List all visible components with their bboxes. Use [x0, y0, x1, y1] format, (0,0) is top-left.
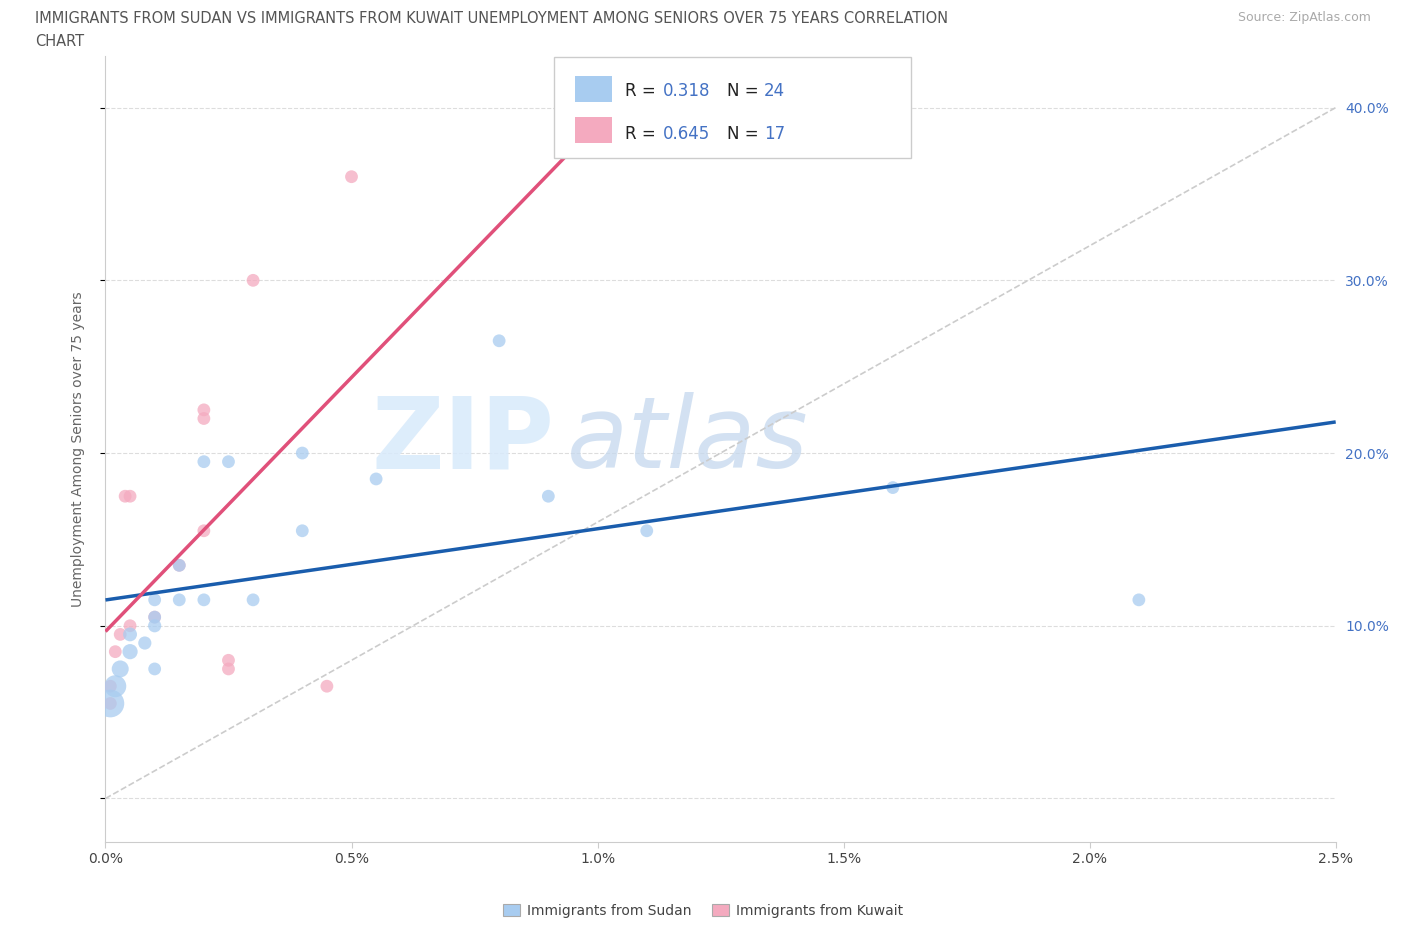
Text: 24: 24: [763, 82, 785, 100]
Point: [242, 272, 264, 287]
Point: [114, 489, 136, 504]
Text: CHART: CHART: [35, 34, 84, 49]
Point: [340, 169, 363, 184]
Text: atlas: atlas: [567, 392, 808, 489]
Point: [193, 454, 215, 469]
Point: [291, 524, 314, 538]
Point: [98, 696, 122, 711]
Point: [104, 644, 127, 659]
Point: [143, 661, 166, 676]
Point: [193, 524, 215, 538]
Legend: Immigrants from Sudan, Immigrants from Kuwait: Immigrants from Sudan, Immigrants from K…: [498, 898, 908, 923]
Point: [193, 411, 215, 426]
Text: 0.318: 0.318: [662, 82, 710, 100]
Point: [98, 679, 122, 694]
Point: [488, 333, 510, 348]
Text: ZIP: ZIP: [371, 392, 554, 489]
Point: [134, 635, 156, 650]
Y-axis label: Unemployment Among Seniors over 75 years: Unemployment Among Seniors over 75 years: [70, 291, 84, 606]
Point: [120, 489, 141, 504]
Text: 17: 17: [763, 125, 785, 142]
Point: [193, 592, 215, 607]
Bar: [575, 117, 613, 143]
Point: [120, 644, 141, 659]
Point: [169, 592, 191, 607]
FancyBboxPatch shape: [554, 58, 911, 158]
Text: N =: N =: [727, 125, 763, 142]
Point: [636, 524, 658, 538]
Point: [218, 661, 240, 676]
Point: [169, 558, 191, 573]
Text: R =: R =: [624, 125, 661, 142]
Text: R =: R =: [624, 82, 661, 100]
Point: [218, 653, 240, 668]
Bar: [575, 76, 613, 102]
Point: [120, 627, 141, 642]
Point: [169, 558, 191, 573]
Point: [242, 592, 264, 607]
Point: [143, 592, 166, 607]
Point: [537, 489, 560, 504]
Point: [193, 403, 215, 418]
Text: N =: N =: [727, 82, 763, 100]
Point: [110, 661, 132, 676]
Point: [143, 618, 166, 633]
Point: [120, 618, 141, 633]
Point: [1128, 592, 1150, 607]
Point: [218, 454, 240, 469]
Point: [291, 445, 314, 460]
Point: [366, 472, 388, 486]
Point: [882, 480, 904, 495]
Text: Source: ZipAtlas.com: Source: ZipAtlas.com: [1237, 11, 1371, 24]
Point: [315, 679, 337, 694]
Point: [143, 610, 166, 625]
Point: [104, 679, 127, 694]
Point: [110, 627, 132, 642]
Text: 0.645: 0.645: [662, 125, 710, 142]
Text: IMMIGRANTS FROM SUDAN VS IMMIGRANTS FROM KUWAIT UNEMPLOYMENT AMONG SENIORS OVER : IMMIGRANTS FROM SUDAN VS IMMIGRANTS FROM…: [35, 11, 948, 26]
Point: [98, 696, 122, 711]
Point: [143, 610, 166, 625]
